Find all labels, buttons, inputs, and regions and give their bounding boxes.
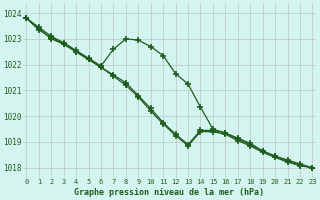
X-axis label: Graphe pression niveau de la mer (hPa): Graphe pression niveau de la mer (hPa)	[74, 188, 264, 197]
